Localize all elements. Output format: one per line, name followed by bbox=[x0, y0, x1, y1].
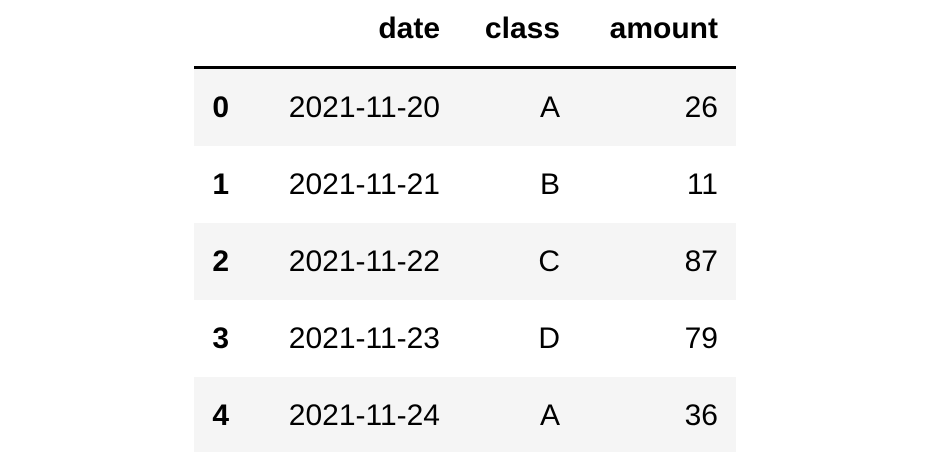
table-cell: 36 bbox=[684, 399, 718, 432]
table-row: 3 2021-11-23 D 79 bbox=[194, 300, 736, 377]
table-cell: B bbox=[539, 168, 560, 201]
table-cell: 2021-11-23 bbox=[288, 322, 440, 355]
column-header: amount bbox=[609, 12, 718, 45]
table-cell: 11 bbox=[686, 168, 718, 201]
table-row: 4 2021-11-24 A 36 bbox=[194, 377, 736, 452]
table-cell: 2021-11-22 bbox=[288, 245, 440, 278]
table-cell: A bbox=[539, 399, 560, 432]
table-cell: 2021-11-21 bbox=[288, 168, 440, 201]
row-index: 1 bbox=[212, 168, 229, 201]
table-cell: 87 bbox=[684, 245, 718, 278]
row-index: 3 bbox=[212, 322, 229, 355]
row-index: 2 bbox=[212, 245, 229, 278]
row-index: 4 bbox=[212, 399, 229, 432]
table-cell: 2021-11-24 bbox=[288, 399, 440, 432]
table-cell: 26 bbox=[684, 91, 718, 124]
table-row: 2 2021-11-22 C 87 bbox=[194, 223, 736, 300]
table-cell: 2021-11-20 bbox=[288, 91, 440, 124]
column-header: date bbox=[378, 12, 440, 45]
table-cell: 79 bbox=[684, 322, 718, 355]
table-cell: C bbox=[538, 245, 560, 278]
data-table: date class amount 0 2021-11-20 A 26 1 2021-11-21… bbox=[194, 0, 736, 452]
table-cell: A bbox=[539, 91, 560, 124]
header-rule bbox=[194, 66, 736, 69]
table-row: 1 2021-11-21 B 11 bbox=[194, 146, 736, 223]
row-index: 0 bbox=[212, 91, 229, 124]
table-row: 0 2021-11-20 A 26 bbox=[194, 69, 736, 146]
column-header: class bbox=[484, 12, 560, 45]
table-cell: D bbox=[538, 322, 560, 355]
